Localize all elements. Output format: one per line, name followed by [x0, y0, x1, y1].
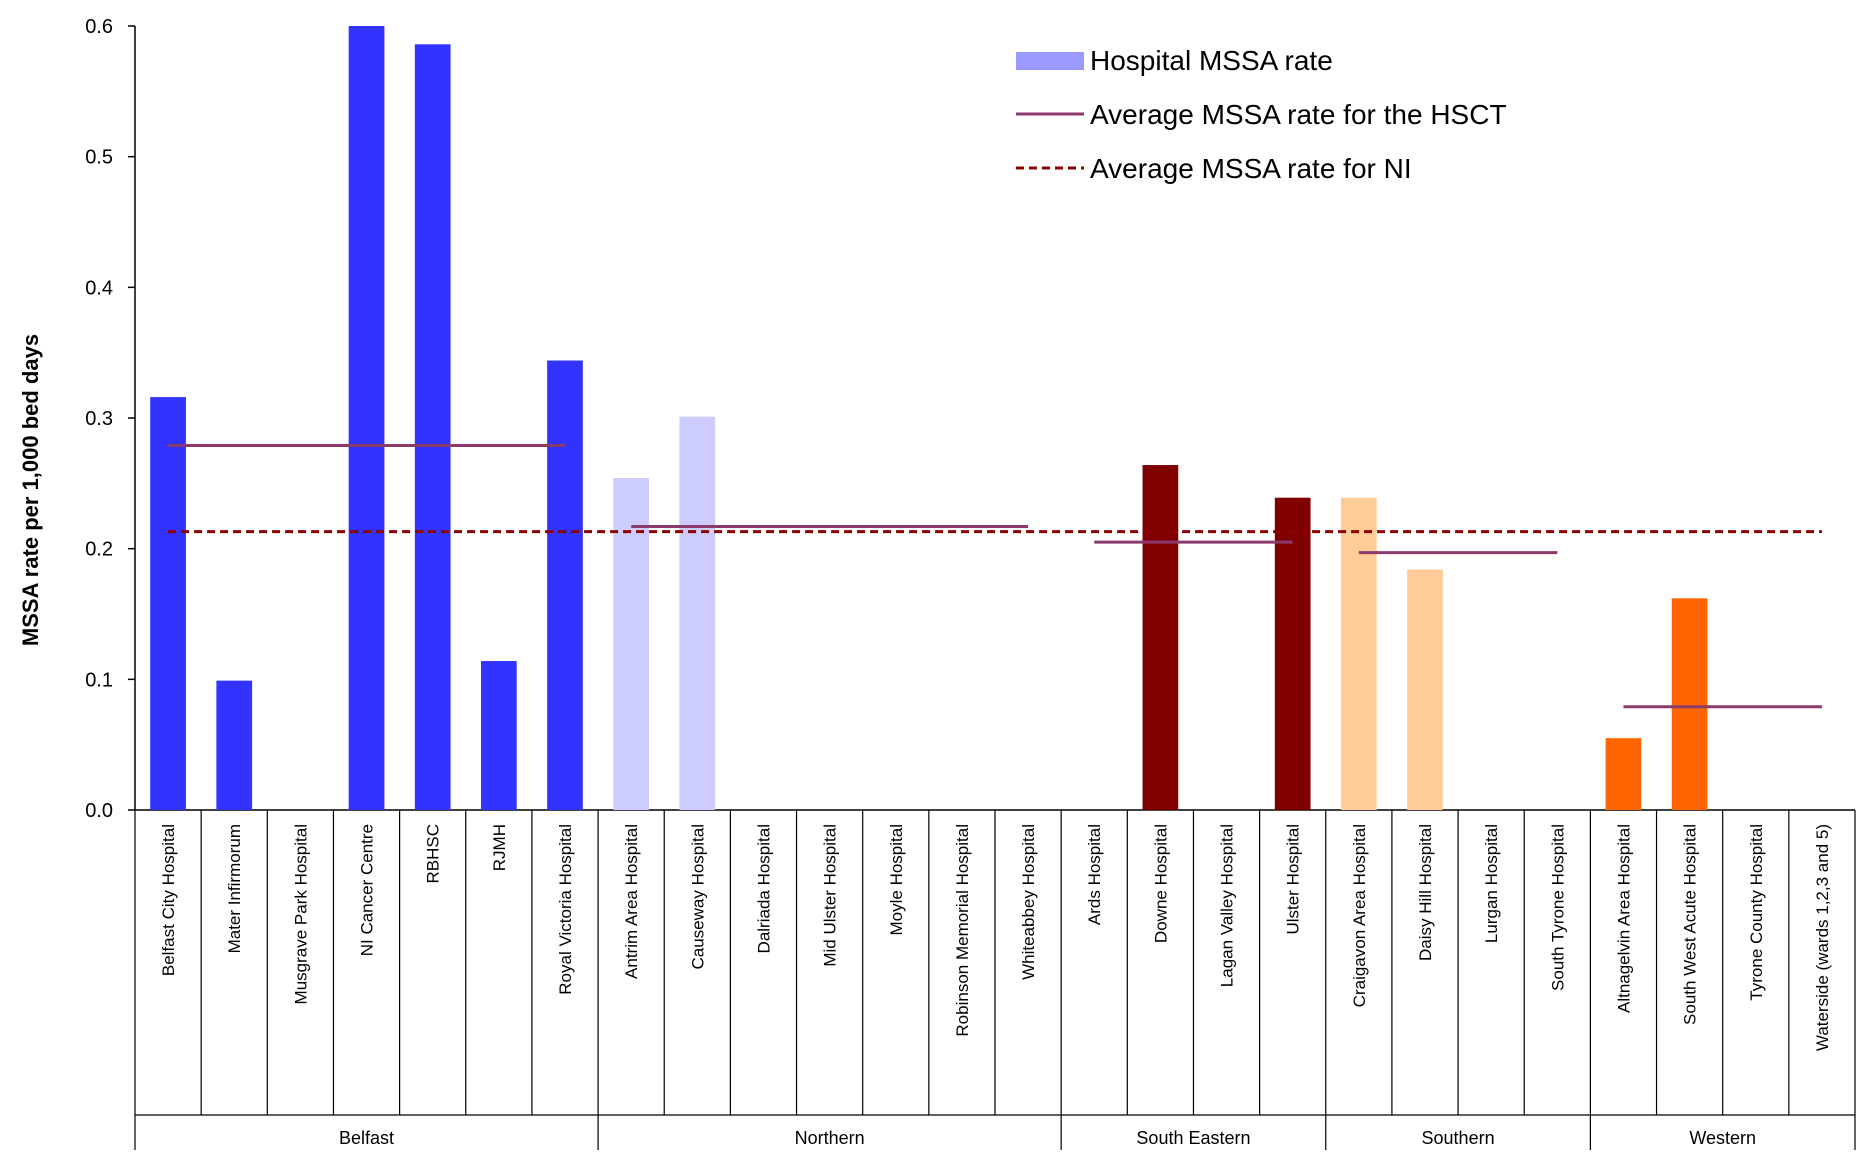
y-tick-label: 0.6 — [85, 16, 113, 38]
group-label: Southern — [1422, 1128, 1495, 1148]
bar — [1671, 598, 1708, 810]
category-label: NI Cancer Centre — [358, 824, 377, 956]
legend-bar-swatch — [1016, 52, 1084, 70]
bar — [216, 680, 253, 810]
bar — [1340, 497, 1377, 810]
category-label: Belfast City Hospital — [159, 824, 178, 976]
category-label: Moyle Hospital — [887, 824, 906, 936]
category-label: Lagan Valley Hospital — [1218, 824, 1237, 987]
group-label: Northern — [795, 1128, 865, 1148]
group-label: South Eastern — [1136, 1128, 1250, 1148]
category-label: Daisy Hill Hospital — [1416, 824, 1435, 961]
category-label: Ards Hospital — [1085, 824, 1104, 925]
legend-hsct-label: Average MSSA rate for the HSCT — [1090, 99, 1507, 130]
category-label: Altnagelvin Area Hospital — [1614, 824, 1633, 1013]
category-label: Ulster Hospital — [1284, 824, 1303, 935]
category-label: Whiteabbey Hospital — [1019, 824, 1038, 980]
bar — [414, 44, 451, 810]
category-label: Mid Ulster Hospital — [821, 824, 840, 967]
category-label: RBHSC — [424, 824, 443, 884]
bar — [1142, 465, 1179, 810]
bar — [150, 397, 186, 810]
y-tick-label: 0.4 — [85, 277, 113, 299]
legend: Hospital MSSA rate Average MSSA rate for… — [1016, 45, 1507, 184]
bar — [480, 661, 517, 810]
y-axis-label: MSSA rate per 1,000 bed days — [18, 334, 43, 646]
legend-bar-label: Hospital MSSA rate — [1090, 45, 1333, 76]
category-label: Mater Infirmorum — [225, 824, 244, 953]
y-axis: 0.0 0.1 0.2 0.3 0.4 0.5 0.6 — [85, 16, 136, 822]
group-label: Belfast — [339, 1128, 394, 1148]
category-label: Craigavon Area Hospital — [1350, 824, 1369, 1007]
category-label: South West Acute Hospital — [1681, 824, 1700, 1025]
hsct-average-lines — [168, 443, 1822, 709]
category-label: Dalriada Hospital — [754, 824, 773, 953]
y-tick-label: 0.0 — [85, 800, 113, 822]
category-label: Downe Hospital — [1151, 824, 1170, 943]
category-label: Causeway Hospital — [688, 824, 707, 970]
category-label: Tyrone County Hospital — [1747, 824, 1766, 1001]
category-label: RJMH — [490, 824, 509, 871]
category-label: Musgrave Park Hospital — [291, 824, 310, 1004]
group-label: Western — [1689, 1128, 1756, 1148]
y-tick-label: 0.5 — [85, 147, 113, 169]
category-label: Antrim Area Hospital — [622, 824, 641, 979]
category-label: Waterside (wards 1,2,3 and 5) — [1813, 824, 1832, 1051]
category-label: Robinson Memorial Hospital — [953, 824, 972, 1037]
bar — [547, 360, 583, 810]
y-tick-label: 0.3 — [85, 408, 113, 430]
category-label: Royal Victoria Hospital — [556, 824, 575, 995]
bar — [613, 478, 650, 810]
bar — [679, 416, 716, 810]
bar — [1605, 738, 1642, 810]
x-axis: Belfast City Hospital Mater Infirmorum Mus… — [134, 809, 1856, 1150]
y-tick-label: 0.2 — [85, 539, 113, 561]
category-label: South Tyrone Hospital — [1548, 824, 1567, 991]
legend-ni-label: Average MSSA rate for NI — [1090, 153, 1412, 184]
bar — [1407, 569, 1443, 810]
bar — [348, 26, 385, 810]
bars — [150, 26, 1708, 810]
category-label: Lurgan Hospital — [1482, 824, 1501, 943]
bar — [1274, 497, 1311, 810]
y-tick-label: 0.1 — [85, 669, 113, 691]
